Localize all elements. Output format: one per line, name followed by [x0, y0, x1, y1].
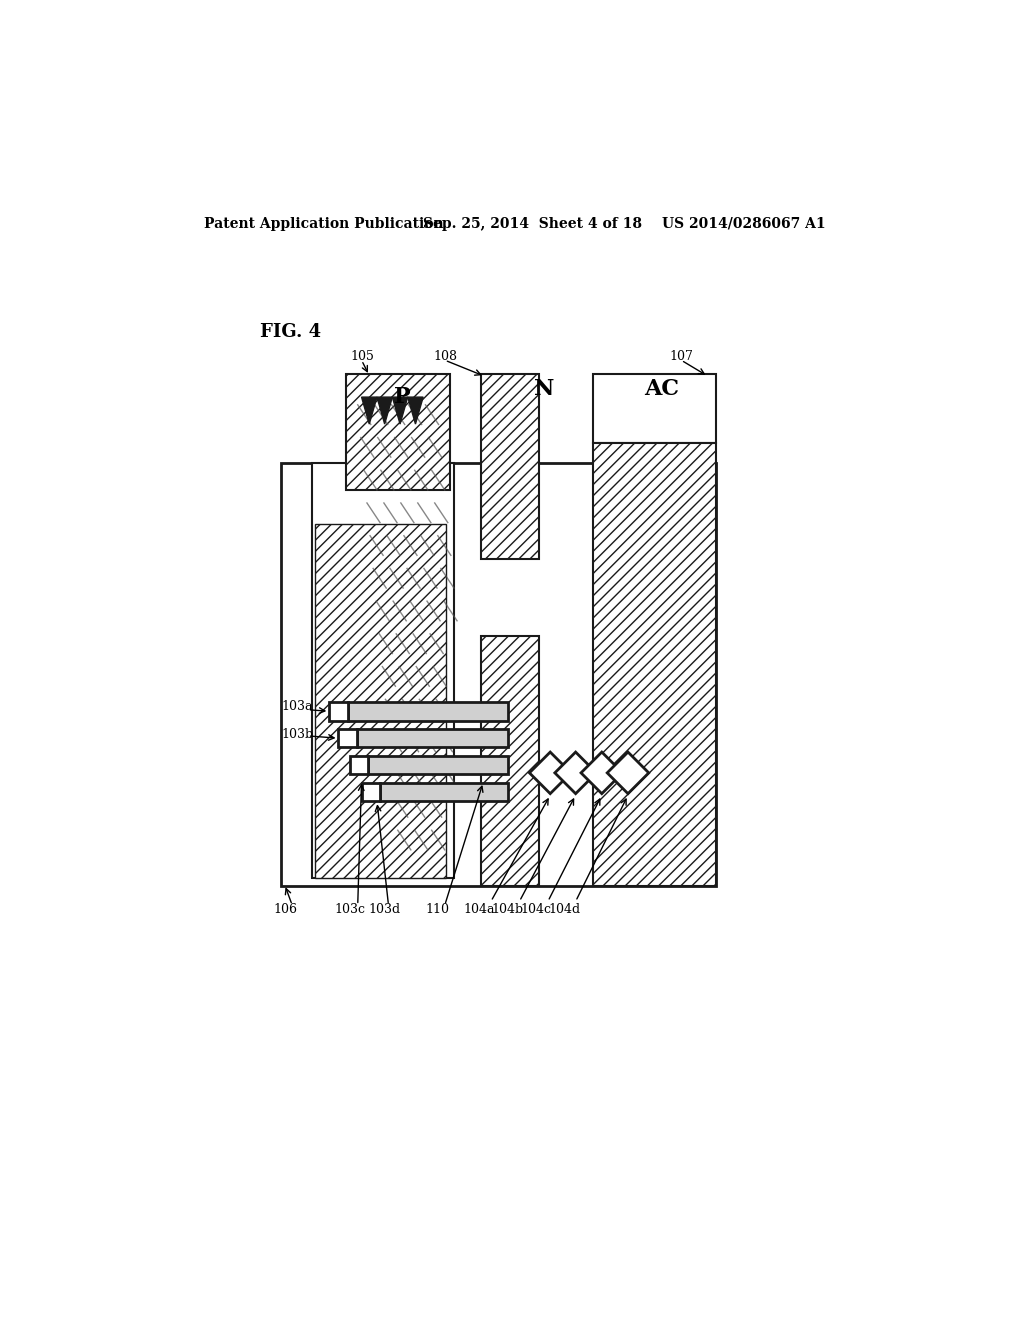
Text: 110: 110: [425, 903, 449, 916]
Bar: [481, 636, 539, 886]
Text: 104d: 104d: [548, 903, 581, 916]
Text: 104a: 104a: [464, 903, 496, 916]
Bar: [346, 374, 451, 490]
Polygon shape: [377, 397, 392, 424]
Bar: [311, 462, 454, 878]
Bar: [380, 783, 508, 801]
Text: Patent Application Publication: Patent Application Publication: [204, 216, 443, 231]
Bar: [369, 756, 508, 775]
Text: US 2014/0286067 A1: US 2014/0286067 A1: [662, 216, 825, 231]
Text: 103d: 103d: [369, 903, 400, 916]
Polygon shape: [581, 752, 623, 793]
Polygon shape: [392, 397, 408, 424]
Text: FIG. 4: FIG. 4: [260, 322, 322, 341]
Text: AC: AC: [644, 379, 679, 400]
Text: 107: 107: [670, 350, 693, 363]
Text: 103b: 103b: [282, 727, 313, 741]
Text: N: N: [535, 379, 555, 400]
Bar: [330, 702, 348, 721]
Text: 105: 105: [350, 350, 374, 363]
Bar: [481, 374, 539, 558]
Bar: [593, 374, 716, 444]
Bar: [361, 783, 380, 801]
Bar: [350, 756, 369, 775]
Text: 104c: 104c: [521, 903, 552, 916]
Text: 104b: 104b: [492, 903, 524, 916]
Bar: [281, 462, 716, 886]
Text: Sep. 25, 2014  Sheet 4 of 18: Sep. 25, 2014 Sheet 4 of 18: [423, 216, 642, 231]
Polygon shape: [361, 397, 377, 424]
Polygon shape: [555, 752, 596, 793]
Bar: [348, 702, 508, 721]
Polygon shape: [408, 397, 423, 424]
Polygon shape: [607, 752, 649, 793]
Bar: [357, 729, 508, 747]
Bar: [339, 729, 357, 747]
Text: 106: 106: [273, 903, 297, 916]
Bar: [593, 444, 716, 886]
Text: 108: 108: [433, 350, 457, 363]
Bar: [315, 524, 446, 878]
Polygon shape: [529, 752, 571, 793]
Text: 103a: 103a: [282, 700, 313, 713]
Text: P: P: [393, 387, 411, 408]
Text: 103c: 103c: [335, 903, 366, 916]
